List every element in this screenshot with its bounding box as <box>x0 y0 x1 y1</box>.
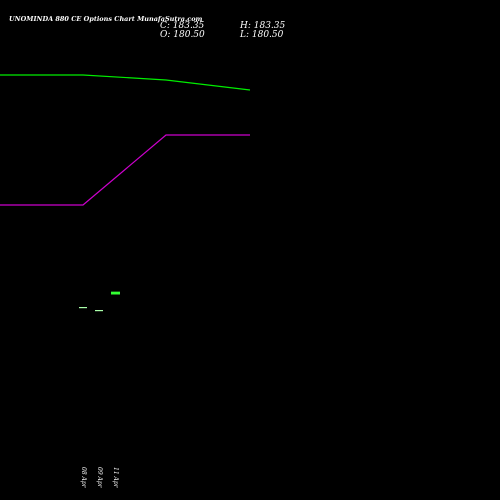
low-value: L: 180.50 <box>239 30 284 40</box>
series-line-1 <box>0 74 251 91</box>
x-tick-label: 08 Apr <box>80 467 87 489</box>
high-value: H: 183.35 <box>239 21 286 31</box>
candle-3 <box>111 291 120 295</box>
series-line-2 <box>0 134 250 206</box>
chart-title: UNOMINDA 880 CE Options Chart MunafaSutr… <box>9 15 203 23</box>
close-value: C: 183.35 <box>160 21 205 31</box>
candle-2 <box>95 310 103 312</box>
plot-area <box>0 74 251 312</box>
x-tick-label: 09 Apr <box>96 467 103 489</box>
x-tick-label: 11 Apr <box>112 467 119 489</box>
candle-1 <box>79 307 87 309</box>
x-axis: 08 Apr 09 Apr 11 Apr <box>80 467 119 489</box>
open-value: O: 180.50 <box>160 30 205 40</box>
